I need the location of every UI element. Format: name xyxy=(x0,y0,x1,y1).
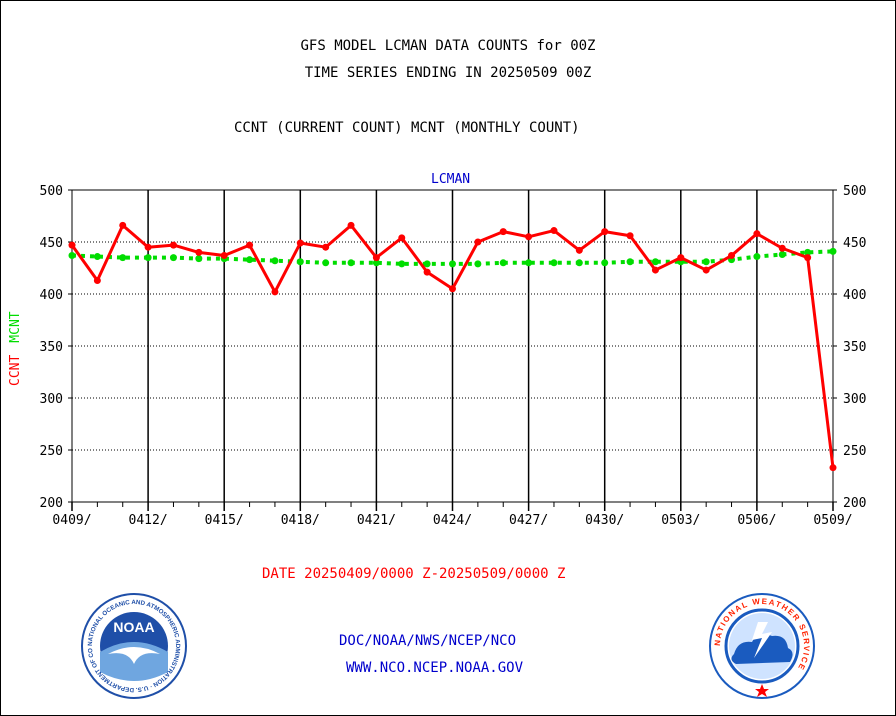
noaa-logo-text: NOAA xyxy=(113,619,154,635)
data-point-mcnt xyxy=(778,250,786,258)
data-point-ccnt xyxy=(423,268,431,276)
data-point-ccnt xyxy=(829,464,837,472)
data-point-ccnt xyxy=(753,230,761,238)
data-point-ccnt xyxy=(525,233,533,241)
chart-description: CCNT (CURRENT COUNT) MCNT (MONTHLY COUNT… xyxy=(234,120,580,136)
data-point-ccnt xyxy=(499,228,507,236)
data-point-mcnt xyxy=(398,260,406,268)
data-point-mcnt xyxy=(372,259,380,267)
data-point-mcnt xyxy=(93,253,101,261)
data-point-ccnt xyxy=(804,254,812,262)
data-point-ccnt xyxy=(119,221,127,229)
x-tick-label: 0412/ xyxy=(129,513,168,528)
footer-agency: DOC/NOAA/NWS/NCEP/NCO xyxy=(339,633,517,649)
nws-logo: NATIONAL WEATHER SERVICE xyxy=(709,593,815,699)
data-point-ccnt xyxy=(626,232,634,240)
data-point-ccnt xyxy=(702,266,710,274)
data-point-mcnt xyxy=(449,260,456,268)
y-tick-label-left: 450 xyxy=(40,236,63,251)
x-tick-label: 0418/ xyxy=(281,513,320,528)
data-point-mcnt xyxy=(829,247,837,255)
x-tick-label: 0415/ xyxy=(205,513,244,528)
data-point-mcnt xyxy=(499,259,507,267)
data-point-mcnt xyxy=(322,259,330,267)
data-point-ccnt xyxy=(474,238,482,246)
chart-title: GFS MODEL LCMAN DATA COUNTS for 00Z xyxy=(300,38,596,54)
data-point-ccnt xyxy=(778,244,786,252)
data-point-ccnt xyxy=(271,288,279,296)
data-point-mcnt xyxy=(550,259,558,267)
y-axis-label-ccnt: CCNT xyxy=(8,355,23,386)
data-point-ccnt xyxy=(398,234,406,242)
data-point-mcnt xyxy=(575,259,583,267)
data-point-mcnt xyxy=(271,257,279,265)
y-axis-label: CCNT MCNT xyxy=(8,311,23,386)
footer-website[interactable]: WWW.NCO.NCEP.NOAA.GOV xyxy=(346,660,524,676)
data-point-mcnt xyxy=(246,256,254,264)
x-tick-label: 0409/ xyxy=(52,513,91,528)
y-tick-label-left: 400 xyxy=(40,288,63,303)
x-tick-label: 0506/ xyxy=(737,513,776,528)
x-tick-label: 0430/ xyxy=(585,513,624,528)
data-point-ccnt xyxy=(449,285,456,293)
x-tick-label: 0421/ xyxy=(357,513,396,528)
y-tick-label-right: 200 xyxy=(843,496,866,511)
data-point-mcnt xyxy=(753,253,761,261)
data-point-mcnt xyxy=(525,259,533,267)
data-point-ccnt xyxy=(677,254,685,262)
x-tick-label: 0427/ xyxy=(509,513,548,528)
data-point-ccnt xyxy=(169,241,177,249)
y-axis-label-mcnt: MCNT xyxy=(8,311,23,342)
y-tick-label-right: 300 xyxy=(843,392,866,407)
data-point-ccnt xyxy=(372,254,380,262)
y-tick-label-left: 300 xyxy=(40,392,63,407)
y-tick-label-right: 500 xyxy=(843,184,866,199)
data-point-ccnt xyxy=(601,228,609,236)
data-point-mcnt xyxy=(68,252,76,260)
x-tick-label: 0503/ xyxy=(661,513,700,528)
y-tick-label-right: 350 xyxy=(843,340,866,355)
data-point-ccnt xyxy=(144,243,152,251)
chart-subtitle: TIME SERIES ENDING IN 20250509 00Z xyxy=(304,65,592,81)
data-point-mcnt xyxy=(347,259,355,267)
y-tick-label-right: 450 xyxy=(843,236,866,251)
y-tick-label-left: 250 xyxy=(40,444,63,459)
data-point-ccnt xyxy=(68,241,76,249)
data-point-ccnt xyxy=(550,227,558,235)
y-tick-label-left: 200 xyxy=(40,496,63,511)
data-point-mcnt xyxy=(626,258,634,266)
data-point-ccnt xyxy=(651,266,659,274)
y-tick-label-left: 350 xyxy=(40,340,63,355)
x-tick-label: 0424/ xyxy=(433,513,472,528)
data-point-ccnt xyxy=(575,246,583,254)
y-tick-label-right: 250 xyxy=(843,444,866,459)
data-point-ccnt xyxy=(220,252,228,260)
data-point-mcnt xyxy=(195,255,203,263)
x-tick-label: 0509/ xyxy=(813,513,852,528)
x-axis-label: DATE 20250409/0000 Z-20250509/0000 Z xyxy=(262,566,566,582)
data-point-mcnt xyxy=(296,258,304,266)
data-point-ccnt xyxy=(347,221,355,229)
data-point-mcnt xyxy=(474,260,482,268)
data-point-ccnt xyxy=(195,248,203,256)
data-point-mcnt xyxy=(423,260,431,268)
data-point-mcnt xyxy=(651,258,659,266)
data-point-ccnt xyxy=(322,243,330,251)
panel-label: LCMAN xyxy=(431,172,471,187)
data-point-ccnt xyxy=(246,241,254,249)
y-tick-label-right: 400 xyxy=(843,288,866,303)
noaa-logo: NOAA NATIONAL OCEANIC AND ATMOSPHERIC AD… xyxy=(80,592,187,699)
y-tick-label-left: 500 xyxy=(40,184,63,199)
data-point-mcnt xyxy=(119,254,127,262)
data-point-ccnt xyxy=(296,239,304,247)
data-point-mcnt xyxy=(169,254,177,262)
data-point-mcnt xyxy=(702,258,710,266)
data-point-mcnt xyxy=(144,254,152,262)
data-point-mcnt xyxy=(601,259,609,267)
data-point-ccnt xyxy=(93,276,101,284)
data-point-mcnt xyxy=(804,248,812,256)
data-point-ccnt xyxy=(728,252,736,260)
